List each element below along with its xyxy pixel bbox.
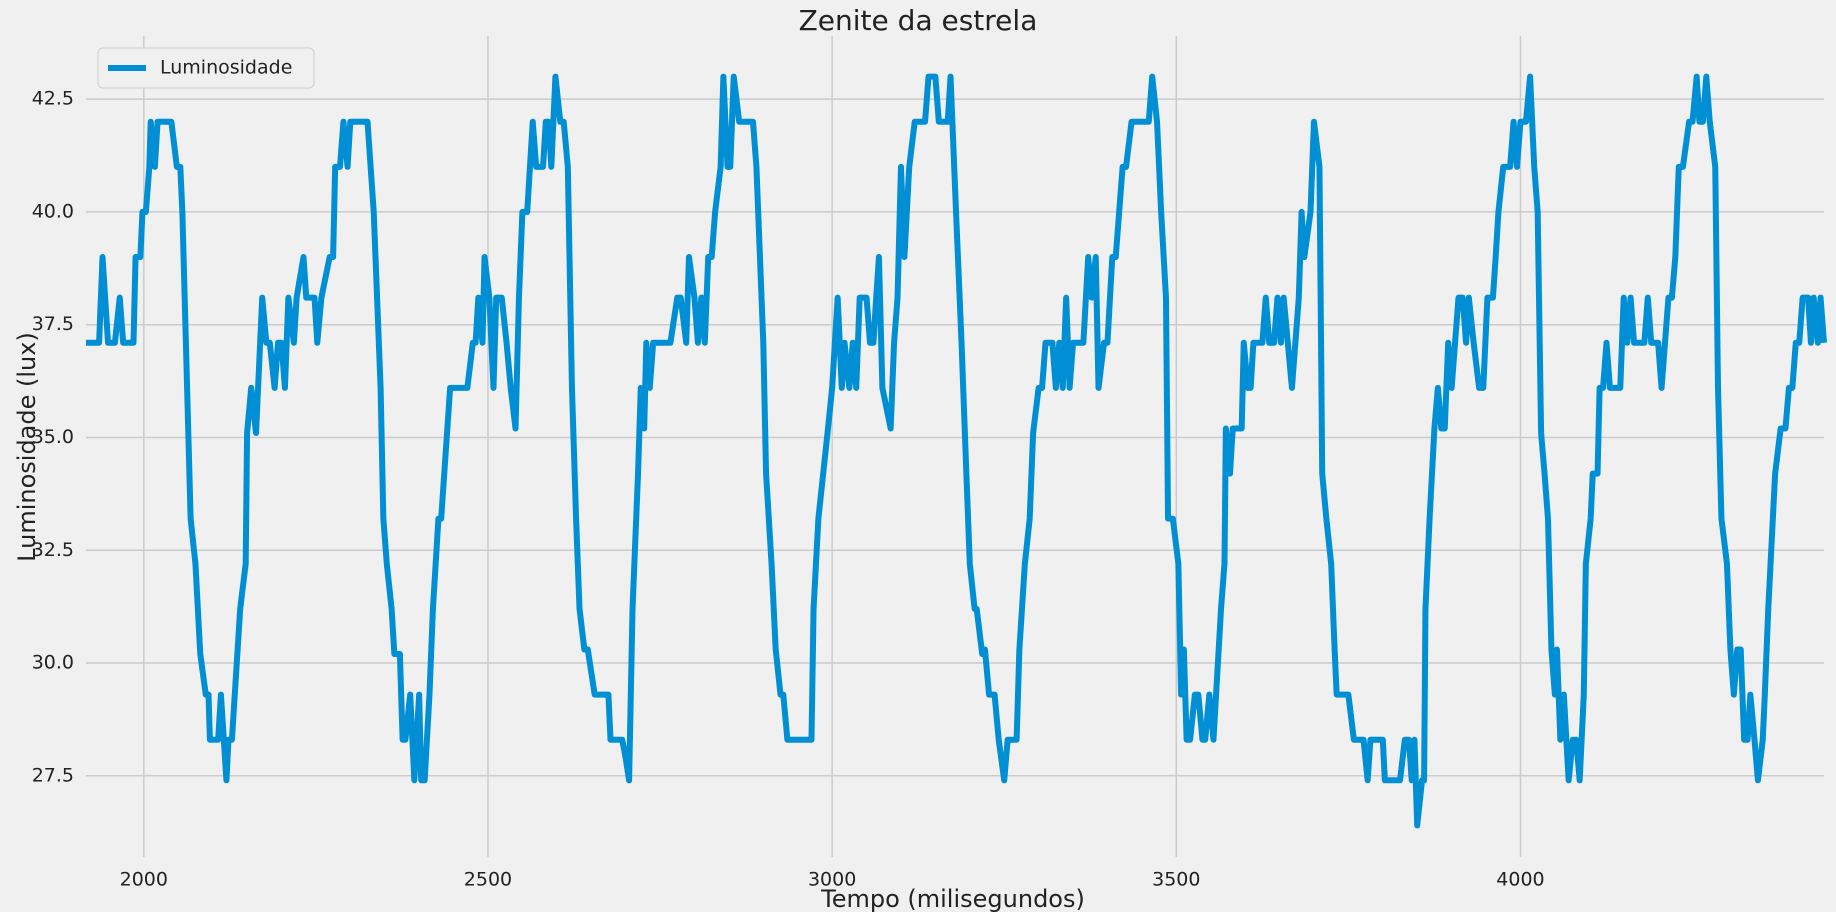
y-tick-label: 37.5: [32, 313, 74, 335]
x-tick-label: 4000: [1496, 869, 1544, 891]
x-tick-label: 3500: [1152, 869, 1200, 891]
x-tick-label: 2500: [464, 869, 512, 891]
x-tick-label: 2000: [120, 869, 168, 891]
chart-title: Zenite da estrela: [799, 4, 1038, 37]
x-axis-label: Tempo (milisegundos): [820, 885, 1085, 912]
plot-area: [86, 73, 1827, 829]
legend: Luminosidade: [97, 47, 315, 89]
y-tick-label: 42.5: [32, 88, 74, 110]
y-tick-label: 32.5: [32, 539, 74, 561]
legend-box: [97, 47, 315, 89]
grid: 27.5 30.0 32.5 35.0 37.5 40.0 42.5 2000 2500 3000…: [32, 36, 1824, 891]
y-tick-label: 35.0: [32, 426, 74, 448]
y-tick-label: 40.0: [32, 200, 74, 222]
y-axis-label: Luminosidade (lux): [13, 332, 41, 562]
y-tick-label: 27.5: [32, 764, 74, 786]
data-line: [86, 73, 1827, 829]
legend-label: Luminosidade: [160, 57, 292, 79]
y-tick-label: 30.0: [32, 652, 74, 674]
x-tick-label: 3000: [808, 869, 856, 891]
